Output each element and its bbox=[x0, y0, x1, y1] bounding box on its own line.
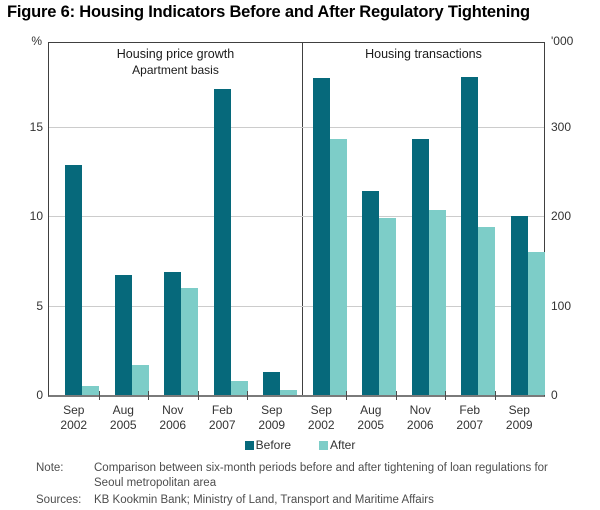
bar-after bbox=[428, 210, 446, 395]
bar-after bbox=[230, 380, 248, 395]
x-axis-label: Sep 2009 bbox=[505, 403, 533, 432]
y-axis-tick-label: 0 bbox=[551, 388, 558, 402]
axis-tick bbox=[494, 391, 496, 400]
y-axis-tick-label: 5 bbox=[36, 298, 43, 313]
bar-before bbox=[164, 271, 182, 395]
bar-after bbox=[478, 227, 496, 395]
bar-after bbox=[181, 287, 199, 395]
legend-label-after: After bbox=[330, 438, 356, 452]
bar-after bbox=[379, 218, 397, 395]
plot-area: Housing price growth Apartment basis Hou… bbox=[48, 42, 545, 400]
bar-before bbox=[312, 77, 330, 395]
footnotes: Note: Comparison between six-month perio… bbox=[36, 461, 576, 509]
bar-before bbox=[461, 76, 479, 395]
sources-label: Sources: bbox=[36, 494, 82, 507]
axis-tick bbox=[445, 391, 446, 400]
axis-tick bbox=[346, 391, 347, 400]
bar-before bbox=[263, 371, 281, 395]
panel-subtitle-text: Apartment basis bbox=[132, 62, 219, 77]
panel-title-text: Housing transactions bbox=[365, 47, 482, 61]
legend-swatch-before bbox=[244, 440, 254, 450]
x-axis-label: Sep 2002 bbox=[60, 403, 88, 432]
x-axis-label: Feb 2007 bbox=[208, 403, 236, 432]
note-text: Comparison between six-month periods bef… bbox=[94, 462, 548, 490]
x-axis-label: Feb 2007 bbox=[456, 403, 484, 432]
gridline bbox=[49, 216, 544, 218]
x-axis-label: Sep 2002 bbox=[307, 403, 335, 432]
gridline bbox=[49, 126, 544, 128]
bar-after bbox=[280, 389, 298, 395]
x-axis-label: Sep 2009 bbox=[258, 403, 286, 432]
panel-title-transactions: Housing transactions bbox=[303, 47, 544, 63]
y-axis-tick-label: 200 bbox=[551, 209, 572, 224]
axis-tick bbox=[247, 391, 248, 400]
note-label: Note: bbox=[36, 462, 64, 474]
x-axis-label: Aug 2005 bbox=[357, 403, 385, 432]
legend-item-after: After bbox=[319, 438, 355, 452]
axis-tick bbox=[395, 391, 397, 400]
x-axis-label: Aug 2005 bbox=[109, 403, 137, 432]
bar-before bbox=[213, 89, 231, 395]
bar-after bbox=[131, 364, 149, 395]
y-axis-tick-label: 300 bbox=[551, 119, 572, 134]
figure-title: Figure 6: Housing Indicators Before and … bbox=[7, 3, 530, 21]
axis-tick bbox=[148, 391, 149, 400]
bar-before bbox=[114, 275, 132, 395]
bar-before bbox=[411, 139, 429, 395]
axis-tick bbox=[98, 391, 100, 400]
y-axis-tick-label: 100 bbox=[551, 298, 572, 313]
x-axis-label: Nov 2006 bbox=[159, 403, 187, 432]
bar-after bbox=[527, 252, 545, 395]
legend-item-before: Before bbox=[244, 438, 291, 452]
bar-before bbox=[65, 164, 83, 395]
panel-title-price-growth: Housing price growth Apartment basis bbox=[49, 47, 302, 78]
left-axis-unit: % bbox=[31, 34, 42, 48]
panel-title-text: Housing price growth bbox=[116, 47, 235, 61]
y-axis-tick-label: 0 bbox=[36, 388, 43, 402]
bar-after bbox=[82, 386, 100, 395]
sources-text: KB Kookmin Bank; Ministry of Land, Trans… bbox=[94, 494, 434, 507]
bar-before bbox=[362, 191, 380, 395]
y-axis-tick-label: 10 bbox=[29, 209, 43, 224]
right-axis-unit: '000 bbox=[551, 34, 574, 48]
legend: Before After bbox=[0, 438, 600, 452]
y-axis-tick-label: 15 bbox=[29, 119, 43, 134]
bar-before bbox=[510, 216, 528, 395]
legend-swatch-after bbox=[319, 440, 328, 450]
panel-divider bbox=[302, 43, 303, 395]
axis-tick bbox=[197, 391, 199, 400]
x-axis-label: Nov 2006 bbox=[406, 403, 434, 432]
gridline bbox=[49, 305, 544, 307]
bar-after bbox=[329, 138, 347, 395]
legend-label-before: Before bbox=[255, 438, 291, 452]
